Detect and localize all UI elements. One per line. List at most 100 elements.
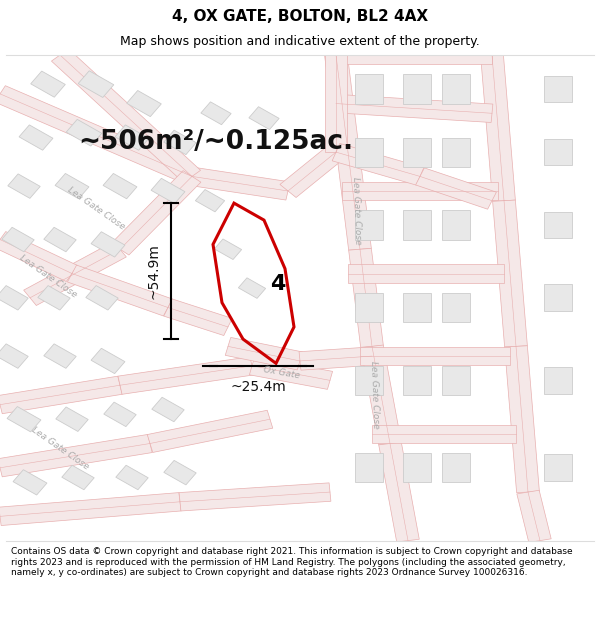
- Polygon shape: [201, 102, 231, 125]
- Polygon shape: [214, 239, 242, 259]
- Polygon shape: [442, 366, 470, 395]
- Text: Lea Gate Close: Lea Gate Close: [17, 253, 79, 299]
- Text: 4, OX GATE, BOLTON, BL2 4AX: 4, OX GATE, BOLTON, BL2 4AX: [172, 9, 428, 24]
- Polygon shape: [403, 293, 431, 322]
- Polygon shape: [349, 248, 383, 348]
- Polygon shape: [55, 174, 89, 199]
- Polygon shape: [335, 94, 493, 122]
- Polygon shape: [544, 139, 572, 166]
- Polygon shape: [0, 434, 152, 477]
- Polygon shape: [116, 465, 148, 490]
- Polygon shape: [44, 344, 76, 368]
- Polygon shape: [62, 465, 94, 490]
- Polygon shape: [403, 138, 431, 167]
- Polygon shape: [442, 453, 470, 482]
- Polygon shape: [179, 483, 331, 511]
- Polygon shape: [348, 264, 504, 282]
- Polygon shape: [151, 178, 185, 204]
- Polygon shape: [280, 146, 344, 198]
- Polygon shape: [19, 125, 53, 150]
- Polygon shape: [325, 54, 359, 153]
- Polygon shape: [379, 442, 419, 542]
- Polygon shape: [56, 407, 88, 431]
- Polygon shape: [355, 293, 383, 322]
- Text: Map shows position and indicative extent of the property.: Map shows position and indicative extent…: [120, 35, 480, 48]
- Polygon shape: [332, 143, 424, 185]
- Polygon shape: [355, 138, 383, 167]
- Polygon shape: [442, 211, 470, 239]
- Polygon shape: [13, 470, 47, 495]
- Polygon shape: [7, 407, 41, 432]
- Text: ~506m²/~0.125ac.: ~506m²/~0.125ac.: [79, 129, 353, 156]
- Text: ~25.4m: ~25.4m: [230, 381, 286, 394]
- Polygon shape: [104, 402, 136, 427]
- Polygon shape: [442, 293, 470, 322]
- Polygon shape: [31, 71, 65, 97]
- Polygon shape: [544, 284, 572, 311]
- Polygon shape: [403, 453, 431, 482]
- Polygon shape: [238, 278, 266, 298]
- Polygon shape: [2, 228, 34, 252]
- Polygon shape: [403, 211, 431, 239]
- Polygon shape: [0, 286, 28, 310]
- Polygon shape: [360, 347, 510, 366]
- Polygon shape: [52, 49, 200, 182]
- Polygon shape: [544, 76, 572, 102]
- Polygon shape: [111, 171, 201, 255]
- Polygon shape: [481, 54, 515, 201]
- Polygon shape: [493, 200, 527, 347]
- Polygon shape: [0, 376, 122, 414]
- Polygon shape: [342, 182, 498, 200]
- Polygon shape: [0, 492, 181, 526]
- Text: ~54.9m: ~54.9m: [146, 243, 160, 299]
- Polygon shape: [44, 228, 76, 252]
- Polygon shape: [118, 357, 254, 394]
- Polygon shape: [416, 168, 496, 209]
- Polygon shape: [8, 174, 40, 198]
- Polygon shape: [103, 174, 137, 199]
- Polygon shape: [127, 91, 161, 117]
- Polygon shape: [91, 232, 125, 257]
- Polygon shape: [442, 138, 470, 167]
- Polygon shape: [164, 130, 196, 154]
- Polygon shape: [325, 55, 347, 152]
- Polygon shape: [544, 454, 572, 481]
- Polygon shape: [250, 357, 332, 389]
- Polygon shape: [544, 212, 572, 238]
- Polygon shape: [544, 367, 572, 394]
- Polygon shape: [78, 71, 114, 98]
- Polygon shape: [299, 347, 373, 370]
- Polygon shape: [249, 107, 279, 129]
- Polygon shape: [517, 490, 551, 542]
- Polygon shape: [337, 151, 371, 250]
- Polygon shape: [372, 424, 516, 443]
- Polygon shape: [38, 286, 70, 310]
- Polygon shape: [91, 348, 125, 374]
- Polygon shape: [355, 366, 383, 395]
- Polygon shape: [196, 189, 224, 212]
- Text: Contains OS data © Crown copyright and database right 2021. This information is : Contains OS data © Crown copyright and d…: [11, 548, 572, 577]
- Text: Lea Gate Close: Lea Gate Close: [65, 185, 127, 231]
- Polygon shape: [0, 86, 197, 184]
- Polygon shape: [164, 461, 196, 485]
- Polygon shape: [66, 119, 102, 146]
- Polygon shape: [225, 338, 303, 370]
- Text: Lea Gate Close: Lea Gate Close: [370, 361, 380, 429]
- Polygon shape: [361, 345, 401, 445]
- Polygon shape: [442, 74, 470, 104]
- Polygon shape: [355, 211, 383, 239]
- Polygon shape: [152, 398, 184, 422]
- Text: Lea Gate Close: Lea Gate Close: [29, 425, 91, 471]
- Polygon shape: [115, 125, 149, 150]
- Polygon shape: [147, 410, 273, 452]
- Polygon shape: [164, 299, 232, 336]
- Polygon shape: [0, 344, 28, 368]
- Polygon shape: [0, 232, 78, 281]
- Polygon shape: [355, 74, 383, 104]
- Polygon shape: [67, 265, 173, 316]
- Polygon shape: [403, 74, 431, 104]
- Polygon shape: [336, 46, 492, 64]
- Polygon shape: [86, 286, 118, 310]
- Polygon shape: [355, 453, 383, 482]
- Text: Ox Gate: Ox Gate: [263, 366, 301, 381]
